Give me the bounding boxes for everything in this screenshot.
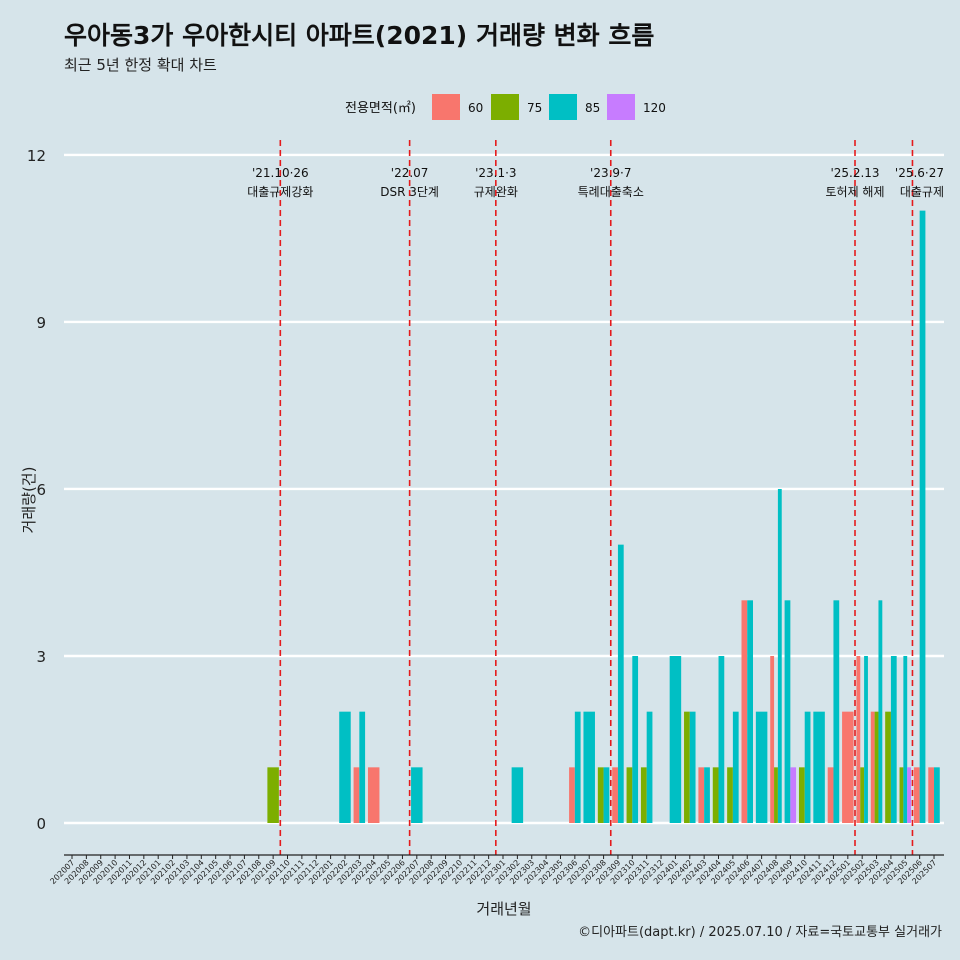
event-text-202110: 대출규제강화 — [247, 185, 313, 199]
bar-202507-85 — [934, 767, 940, 823]
y-axis-label: 거래량(건) — [20, 467, 38, 534]
bar-202302-85 — [511, 767, 524, 823]
y-tick-label-6: 6 — [36, 481, 46, 499]
y-tick-label-3: 3 — [36, 648, 46, 666]
legend-swatch-60 — [432, 94, 460, 120]
bar-202505-75 — [899, 767, 904, 823]
bar-202504-85 — [890, 655, 897, 823]
gridlines: 0 3 6 9 12 — [27, 147, 944, 833]
bar-202505-85 — [903, 655, 908, 823]
legend-swatch-120 — [607, 94, 635, 120]
event-text-202207: DSR 3단계 — [380, 185, 439, 199]
x-axis: 2020072020082020092020102020112020122021… — [48, 854, 944, 886]
bar-202507-60 — [928, 767, 935, 823]
bar-202503-85 — [878, 600, 883, 823]
bars — [267, 210, 940, 823]
bar-202408-75 — [774, 767, 778, 823]
bar-202502-85 — [864, 655, 868, 823]
event-date-202506: '25.6·27 — [895, 166, 944, 180]
bar-202310-75 — [626, 767, 633, 823]
bar-202310-85 — [632, 655, 639, 823]
bar-202406-60 — [741, 600, 748, 823]
legend-title: 전용면적(㎡) — [345, 101, 416, 116]
bar-202402-85 — [689, 711, 696, 823]
bar-202408-60 — [770, 655, 775, 823]
event-markers: '21.10·26 대출규제강화 '22.07 DSR 3단계 '23.1·3 규제완화 '… — [247, 140, 944, 855]
bar-202411-85 — [813, 711, 825, 823]
event-date-202110: '21.10·26 — [252, 166, 309, 180]
bar-202308-75 — [597, 767, 604, 823]
event-text-202301: 규제완화 — [474, 185, 518, 199]
bar-202203-60 — [353, 767, 360, 823]
y-tick-label-0: 0 — [36, 815, 46, 833]
bar-202402-75 — [684, 711, 690, 823]
x-axis-label: 거래년월 — [476, 900, 531, 918]
bar-202502-75 — [860, 767, 865, 823]
legend-swatch-75 — [491, 94, 519, 120]
legend-entries: 60 75 85 120 — [432, 94, 666, 120]
bar-202404-85 — [718, 655, 725, 823]
event-text-202502: 토허제 해제 — [825, 185, 884, 199]
legend-label-120: 120 — [643, 101, 666, 115]
bar-202405-75 — [727, 767, 733, 823]
bar-202309-60 — [612, 767, 618, 823]
bar-202406-85 — [747, 600, 753, 823]
bar-202109-75 — [267, 767, 279, 823]
bar-202203-85 — [359, 711, 366, 823]
event-text-202506: 대출규제 — [900, 185, 944, 199]
bar-202407-85 — [755, 711, 768, 823]
bar-202412-85 — [833, 600, 840, 823]
bar-202403-85 — [704, 767, 710, 823]
bar-202408-85 — [777, 488, 782, 823]
bar-202404-75 — [712, 767, 719, 823]
y-tick-label-12: 12 — [27, 147, 46, 165]
event-date-202207: '22.07 — [391, 166, 429, 180]
bar-202401-85 — [669, 655, 682, 823]
legend-label-75: 75 — [527, 101, 542, 115]
chart-subtitle: 최근 5년 한정 확대 차트 — [64, 56, 217, 74]
event-text-202309: 특례대출축소 — [578, 185, 644, 199]
bar-202412-60 — [827, 767, 834, 823]
bar-202202-85 — [339, 711, 351, 823]
legend-label-60: 60 — [468, 101, 483, 115]
event-date-202301: '23.1·3 — [475, 166, 516, 180]
bar-202504-75 — [885, 711, 891, 823]
legend-swatch-85 — [549, 94, 577, 120]
legend: 전용면적(㎡) 60 75 85 120 — [345, 94, 666, 120]
bar-202502-60 — [856, 655, 861, 823]
bar-202311-85 — [646, 711, 653, 823]
bar-202311-75 — [640, 767, 647, 823]
event-date-202502: '25.2.13 — [830, 166, 879, 180]
chart-caption: ©디아파트(dapt.kr) / 2025.07.10 / 자료=국토교통부 실… — [578, 925, 942, 940]
bar-202410-85 — [804, 711, 811, 823]
chart-title: 우아동3가 우아한시티 아파트(2021) 거래량 변화 흐름 — [64, 21, 654, 50]
legend-label-85: 85 — [585, 101, 600, 115]
bar-202503-60 — [870, 711, 875, 823]
bar-202306-60 — [569, 767, 575, 823]
bar-202308-85 — [603, 767, 610, 823]
bar-202506-60 — [913, 767, 920, 823]
bar-202503-75 — [874, 711, 879, 823]
bar-202405-85 — [732, 711, 739, 823]
bar-202204-60 — [367, 767, 380, 823]
bar-202403-60 — [698, 767, 705, 823]
bar-202309-85 — [617, 544, 624, 823]
bar-202410-75 — [798, 767, 805, 823]
bar-202506-85 — [919, 210, 926, 823]
bar-202409-120 — [790, 767, 797, 823]
bar-202307-85 — [583, 711, 595, 823]
y-tick-label-9: 9 — [36, 314, 46, 332]
bar-202501-60 — [842, 711, 854, 823]
bar-202409-85 — [784, 600, 791, 823]
bar-202207-85 — [411, 767, 423, 823]
bar-202505-120 — [907, 767, 912, 823]
event-date-202309: '23.9·7 — [590, 166, 631, 180]
bar-202306-85 — [574, 711, 581, 823]
